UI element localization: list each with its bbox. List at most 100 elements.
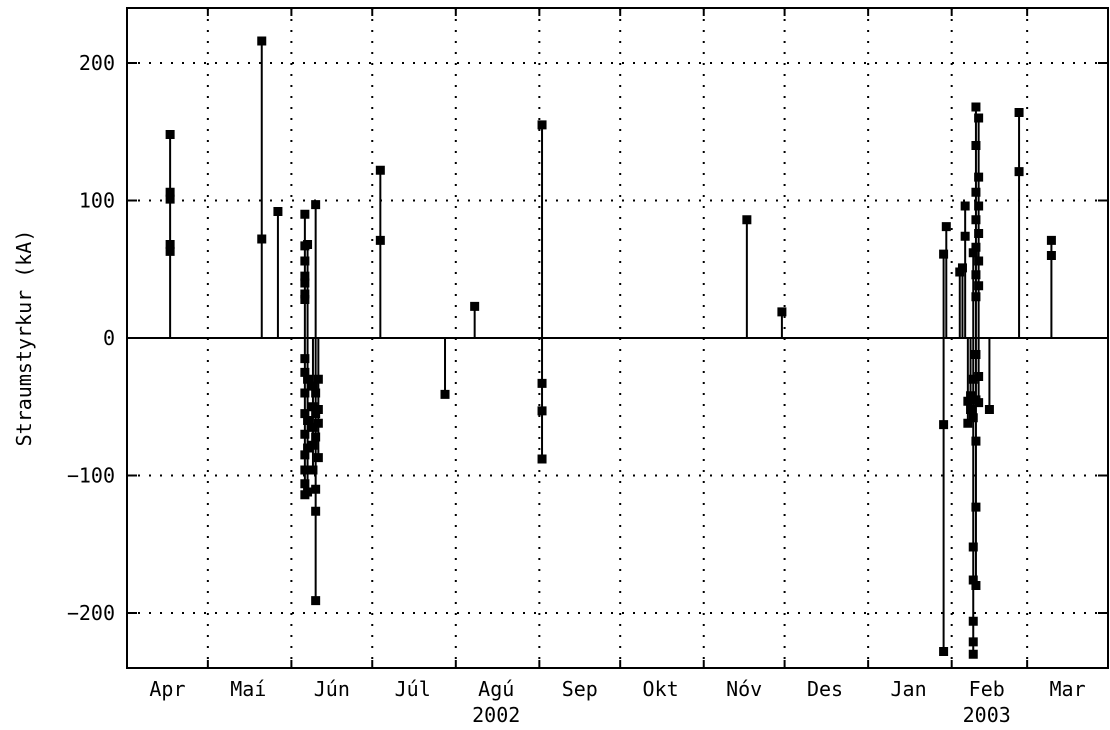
data-point-marker — [966, 391, 976, 401]
x-tick-label: Des — [807, 677, 843, 701]
data-point-marker — [971, 102, 981, 112]
data-point-marker — [313, 374, 323, 384]
data-point-marker — [313, 418, 323, 428]
x-tick-label: Sep — [562, 677, 598, 701]
y-tick-label: −100 — [67, 464, 115, 488]
data-point-marker — [537, 406, 547, 416]
data-point-marker — [300, 479, 310, 489]
data-point-marker — [974, 398, 984, 408]
data-point-marker — [300, 429, 310, 439]
y-tick-labels: −200 −100 0 100 200 — [67, 51, 115, 625]
data-point-marker — [1046, 235, 1056, 245]
y-tick-label: 100 — [79, 189, 115, 213]
data-point-marker — [165, 130, 175, 139]
data-point-marker — [974, 229, 984, 238]
data-point-marker — [984, 405, 994, 414]
data-point-marker — [273, 207, 283, 216]
data-point-marker — [300, 256, 310, 266]
data-point-marker — [968, 374, 978, 384]
data-point-marker — [165, 240, 175, 249]
data-point-marker — [300, 367, 310, 377]
data-point-marker — [974, 172, 984, 182]
data-point-marker — [300, 271, 310, 281]
data-point-marker — [311, 200, 321, 210]
data-point-marker — [313, 405, 323, 414]
data-point-marker — [311, 506, 321, 516]
data-point-marker — [971, 242, 981, 252]
data-point-marker — [1014, 108, 1024, 117]
y-tick-label: −200 — [67, 601, 115, 625]
data-point-marker — [971, 350, 981, 359]
x-tick-label: Okt — [643, 677, 679, 701]
y-axis-label: Straumstyrkur (kA) — [12, 230, 36, 447]
data-point-marker — [968, 413, 978, 423]
data-point-marker — [971, 270, 981, 280]
data-point-marker — [311, 388, 321, 398]
y-tick-label: 200 — [79, 51, 115, 75]
x-tick-label: Feb — [969, 677, 1005, 701]
data-point-marker — [1014, 167, 1024, 177]
data-point-marker — [537, 454, 547, 464]
data-point-marker — [165, 187, 175, 197]
data-point-marker — [971, 502, 981, 512]
data-point-marker — [968, 616, 978, 626]
data-point-marker — [308, 422, 318, 432]
data-point-marker — [966, 405, 976, 414]
data-point-marker — [960, 231, 970, 241]
data-point-marker — [300, 450, 310, 460]
data-point-marker — [777, 307, 787, 317]
year-label: 2003 — [963, 703, 1011, 727]
data-point-marker — [971, 187, 981, 197]
data-point-marker — [308, 465, 318, 475]
data-point-marker — [963, 396, 973, 406]
data-point-marker — [971, 141, 981, 150]
data-point-marker — [300, 465, 310, 475]
data-point-marker — [1046, 251, 1056, 260]
data-point-marker — [440, 389, 450, 399]
data-point-marker — [971, 436, 981, 446]
data-point-marker — [257, 36, 267, 46]
data-point-marker — [165, 194, 175, 204]
data-point-marker — [939, 647, 949, 656]
year-labels: 2002 2003 — [472, 703, 1011, 727]
data-point-marker — [742, 215, 752, 225]
stems — [169, 41, 1053, 655]
data-point-marker — [971, 581, 981, 590]
data-point-marker — [968, 637, 978, 647]
x-tick-label: Nóv — [726, 677, 762, 701]
x-tick-label: Mar — [1050, 677, 1086, 701]
data-point-marker — [311, 484, 321, 494]
data-point-marker — [303, 374, 313, 384]
data-point-marker — [968, 248, 978, 258]
data-point-marker — [470, 301, 480, 311]
data-point-marker — [537, 120, 547, 130]
data-point-marker — [375, 165, 385, 175]
data-point-marker — [960, 201, 970, 211]
data-point-marker — [974, 372, 984, 381]
data-point-marker — [303, 240, 313, 249]
y-tick-label: 0 — [103, 326, 115, 350]
data-point-marker — [300, 289, 310, 299]
data-point-marker — [165, 246, 175, 256]
x-tick-label: Jan — [891, 677, 927, 701]
data-point-marker — [963, 418, 973, 428]
year-label: 2002 — [472, 703, 520, 727]
data-point-marker — [974, 113, 984, 123]
data-point-marker — [939, 420, 949, 430]
data-point-marker — [313, 453, 323, 463]
data-point-marker — [303, 487, 313, 497]
x-tick-label: Maí — [230, 677, 266, 701]
x-tick-label: Júl — [395, 677, 431, 701]
x-tick-label: Jún — [314, 677, 350, 701]
data-point-marker — [300, 278, 310, 288]
data-point-marker — [300, 295, 310, 304]
data-point-marker — [308, 402, 318, 412]
data-point-marker — [974, 256, 984, 266]
data-point-marker — [300, 388, 310, 398]
data-point-marker — [375, 235, 385, 245]
data-point-marker — [971, 215, 981, 225]
data-point-marker — [968, 542, 978, 552]
data-point-marker — [308, 440, 318, 450]
data-point-marker — [257, 234, 267, 244]
